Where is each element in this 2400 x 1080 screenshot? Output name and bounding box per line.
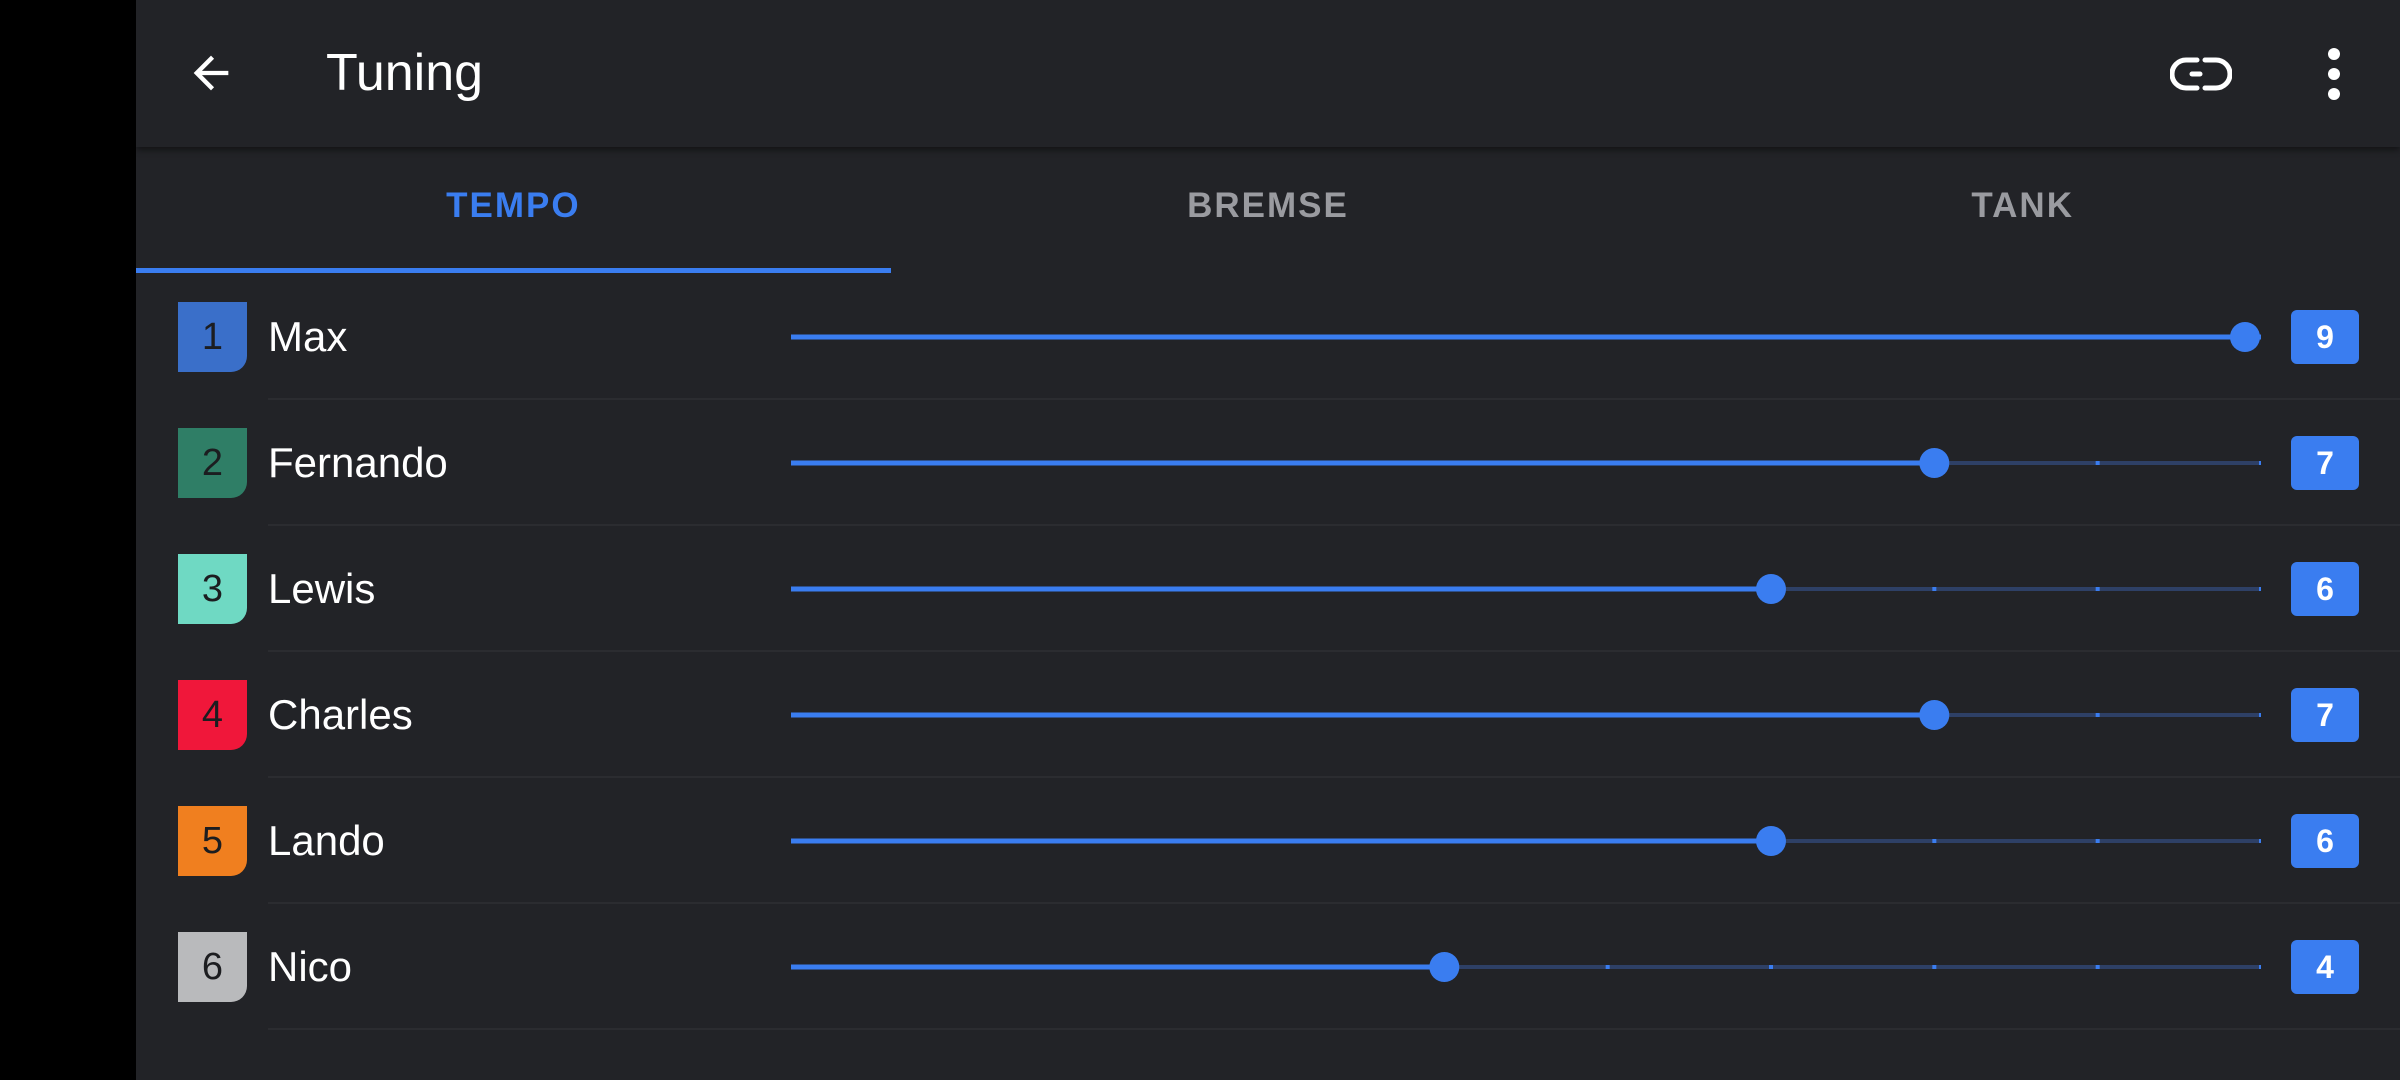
slider-track-active [791, 334, 2261, 340]
driver-number-badge: 1 [178, 302, 247, 372]
slider-tick [1932, 965, 1937, 969]
row-divider [268, 776, 2400, 778]
driver-number-badge: 2 [178, 428, 247, 498]
slider-tick [2095, 587, 2100, 591]
row-divider [268, 650, 2400, 652]
tempo-slider[interactable] [791, 569, 2261, 609]
page-title: Tuning [326, 44, 484, 102]
slider-tick [1605, 965, 1610, 969]
slider-graphic [791, 700, 2261, 730]
driver-name: Charles [268, 691, 413, 738]
slider-track-inactive [1771, 587, 2261, 591]
value-badge: 9 [2291, 310, 2359, 364]
slider-graphic [791, 448, 2261, 478]
more-vert-icon [2328, 48, 2340, 100]
driver-number-badge: 3 [178, 554, 247, 624]
slider-track-inactive [1444, 965, 2261, 969]
tab-indicator [136, 268, 891, 273]
driver-number-badge: 5 [178, 806, 247, 876]
value-badge: 7 [2291, 688, 2359, 742]
slider-tick [2095, 713, 2100, 717]
slider-graphic [791, 322, 2261, 352]
driver-name: Fernando [268, 439, 448, 486]
driver-list: 1 Max 9 2 Fernando 7 3 Lewis 6 4 Charles… [136, 274, 2400, 1030]
tab-bremse[interactable]: BREMSE [1187, 185, 1349, 225]
slider-thumb[interactable] [1919, 448, 1950, 478]
slider-tick [1932, 839, 1937, 843]
slider-graphic [791, 826, 2261, 856]
slider-tick [2095, 461, 2100, 465]
tempo-slider[interactable] [791, 695, 2261, 735]
tab-tempo[interactable]: TEMPO [446, 185, 581, 225]
tempo-slider[interactable] [791, 317, 2261, 357]
driver-name: Lewis [268, 565, 376, 612]
slider-track-inactive [1771, 839, 2261, 843]
slider-graphic [791, 952, 2261, 982]
row-divider [268, 524, 2400, 526]
slider-tick [2259, 461, 2261, 465]
app-bar: Tuning [136, 0, 2400, 147]
driver-row: 2 Fernando 7 [136, 400, 2400, 526]
link-button[interactable] [2166, 42, 2236, 106]
value-badge: 4 [2291, 940, 2359, 994]
driver-number-badge: 4 [178, 680, 247, 750]
tempo-slider[interactable] [791, 821, 2261, 861]
slider-thumb[interactable] [1756, 826, 1786, 856]
tab-tank[interactable]: TANK [1971, 185, 2074, 225]
slider-tick [2095, 839, 2100, 843]
value-badge: 6 [2291, 562, 2359, 616]
driver-number-badge: 6 [178, 932, 247, 1002]
value-badge: 6 [2291, 814, 2359, 868]
driver-row: 4 Charles 7 [136, 652, 2400, 778]
arrow-back-icon [193, 55, 229, 91]
driver-row: 6 Nico 4 [136, 904, 2400, 1030]
driver-name: Lando [268, 817, 385, 864]
slider-tick [2259, 965, 2261, 969]
slider-tick [2259, 587, 2261, 591]
driver-name: Max [268, 313, 348, 360]
slider-thumb[interactable] [2230, 322, 2260, 352]
link-icon [2170, 57, 2232, 91]
slider-thumb[interactable] [1429, 952, 1460, 982]
driver-row: 5 Lando 6 [136, 778, 2400, 904]
slider-track-active [791, 712, 1935, 718]
row-divider [268, 1028, 2400, 1030]
slider-tick [2259, 839, 2261, 843]
more-options-button[interactable] [2304, 36, 2364, 112]
slider-tick [1769, 965, 1773, 969]
driver-name: Nico [268, 943, 353, 990]
slider-track-active [791, 586, 1771, 592]
slider-track-active [791, 964, 1445, 970]
slider-thumb[interactable] [1919, 700, 1950, 730]
row-divider [268, 902, 2400, 904]
driver-row: 1 Max 9 [136, 274, 2400, 400]
back-button[interactable] [176, 38, 246, 108]
slider-tick [2259, 713, 2261, 717]
value-badge: 7 [2291, 436, 2359, 490]
slider-thumb[interactable] [1756, 574, 1786, 604]
slider-track-active [791, 838, 1771, 844]
slider-graphic [791, 574, 2261, 604]
slider-tick [1932, 587, 1937, 591]
tempo-slider[interactable] [791, 947, 2261, 987]
slider-tick [2095, 965, 2100, 969]
row-divider [268, 398, 2400, 400]
driver-row: 3 Lewis 6 [136, 526, 2400, 652]
tab-bar: TEMPO BREMSE TANK [136, 147, 2400, 274]
tempo-slider[interactable] [791, 443, 2261, 483]
tuning-screen: Tuning TEMPO BREMSE TANK 1 Max 9 [136, 0, 2400, 1080]
slider-track-active [791, 460, 1935, 466]
